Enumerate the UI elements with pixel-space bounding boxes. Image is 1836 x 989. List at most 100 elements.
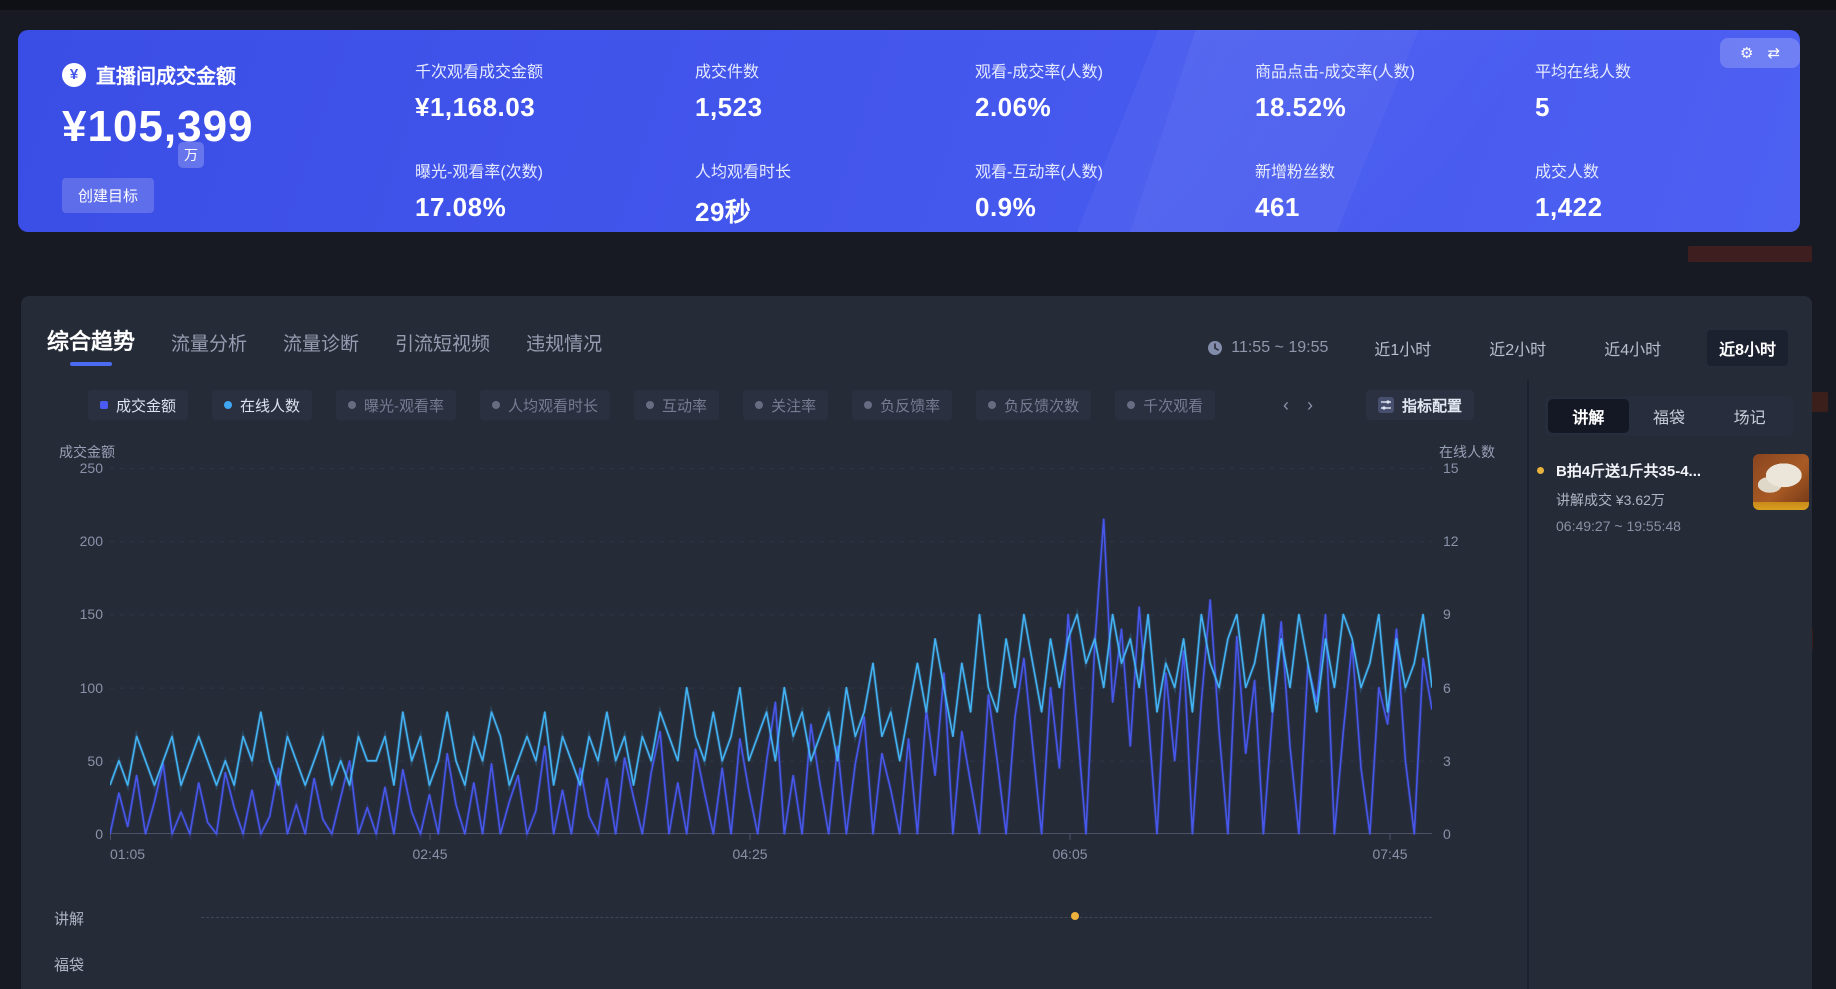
legend-dot: [492, 401, 501, 409]
y-axis-tick: 15: [1443, 460, 1459, 476]
gmv-line-glow: [110, 519, 1432, 841]
chip-avg-watch-time[interactable]: 人均观看时长: [480, 390, 611, 420]
y-axis-tick: 50: [87, 753, 103, 769]
tab-short-video[interactable]: 引流短视频: [395, 329, 490, 366]
event-row-label-lucky-bag: 福袋: [54, 957, 85, 974]
legend-dot: [100, 401, 108, 409]
clock-icon: [1208, 341, 1223, 355]
tab-label: 违规情况: [526, 334, 603, 355]
legend-dot: [864, 401, 873, 409]
y-axis-tick: 0: [1443, 826, 1451, 842]
gear-icon[interactable]: ⚙: [1739, 44, 1754, 62]
chevron-right-icon[interactable]: ›: [1307, 395, 1313, 415]
chip-interaction-rate[interactable]: 互动率: [634, 390, 720, 420]
tab-overall-trend[interactable]: 综合趋势: [47, 324, 135, 366]
online-line: [110, 613, 1432, 787]
chip-label: 互动率: [662, 397, 708, 415]
y-axis-tick: 3: [1443, 753, 1451, 769]
chip-negative-feedback-rate[interactable]: 负反馈率: [852, 390, 953, 420]
legend-dot: [988, 401, 997, 409]
kpi-value: ¥1,168.03: [415, 92, 536, 122]
kpi-label: 观看-成交率(人数): [975, 64, 1103, 81]
kpi-value: 2.06%: [975, 92, 1052, 122]
right-axis-title: 在线人数: [1439, 444, 1495, 460]
time-range-text: 11:55 ~ 19:55: [1231, 339, 1329, 356]
chip-label: 千次观看: [1143, 397, 1204, 415]
chevron-left-icon[interactable]: ‹: [1283, 395, 1289, 415]
legend-dot: [755, 401, 764, 409]
side-tab-explain[interactable]: 讲解: [1548, 399, 1629, 433]
chip-negative-feedback-count[interactable]: 负反馈次数: [976, 390, 1092, 420]
kpi-grid: 千次观看成交金额 ¥1,168.03 曝光-观看率(次数) 17.08% 成交件数 1…: [415, 58, 1800, 232]
kpi-label: 商品点击-成交率(人数): [1255, 64, 1415, 81]
y-axis-tick: 6: [1443, 680, 1451, 696]
x-axis-tick: 07:45: [1372, 846, 1408, 862]
kpi-cell: 成交件数 1,523: [695, 58, 975, 158]
kpi-banner: ¥ 直播间成交金额 ¥105,399 万 创建目标 千次观看成交金额 ¥1,168…: [18, 30, 1800, 232]
kpi-cell: 新增粉丝数 461: [1255, 158, 1535, 232]
create-goal-button[interactable]: 创建目标: [62, 178, 155, 213]
kpi-value: 18.52%: [1255, 92, 1347, 122]
kpi-cell: 观看-互动率(人数) 0.9%: [975, 158, 1255, 232]
kpi-label: 新增粉丝数: [1255, 164, 1336, 181]
tab-label: 流量诊断: [283, 334, 360, 355]
legend-dot: [348, 401, 357, 409]
explain-event-marker[interactable]: [1071, 912, 1080, 920]
range-1h-button[interactable]: 近1小时: [1374, 342, 1432, 359]
kpi-value: 5: [1535, 92, 1550, 122]
chip-label: 成交金额: [116, 397, 177, 415]
y-axis-tick: 0: [95, 826, 103, 842]
side-tab-lucky-bag[interactable]: 福袋: [1653, 410, 1686, 427]
side-panel-tabs: 讲解 福袋 场记: [1545, 396, 1793, 436]
trend-panel: 综合趋势 流量分析 流量诊断 引流短视频 违规情况 11:55 ~ 19:55 …: [21, 296, 1812, 989]
banner-title: 直播间成交金额: [96, 66, 236, 88]
y-axis-tick: 200: [79, 533, 103, 549]
kpi-label: 曝光-观看率(次数): [415, 164, 543, 181]
left-axis-title: 成交金额: [59, 444, 115, 460]
chip-per-thousand-views[interactable]: 千次观看: [1115, 390, 1216, 420]
chip-label: 负反馈率: [880, 397, 941, 415]
chip-label: 人均观看时长: [508, 397, 599, 415]
legend-dot: [1127, 401, 1136, 409]
chip-exposure-view-rate[interactable]: 曝光-观看率: [336, 390, 457, 420]
metric-config-button[interactable]: 指标配置: [1366, 390, 1475, 420]
chip-pager: ‹ ›: [1283, 394, 1313, 416]
swap-icon[interactable]: ⇄: [1767, 44, 1781, 62]
item-bullet-dot: [1537, 467, 1544, 474]
chip-label: 负反馈次数: [1004, 397, 1080, 415]
event-row-label-explain: 讲解: [54, 911, 85, 928]
kpi-label: 成交件数: [695, 64, 760, 81]
y-axis-tick: 100: [79, 680, 103, 696]
event-track: [201, 917, 1432, 918]
tab-traffic-diagnosis[interactable]: 流量诊断: [283, 329, 359, 366]
explain-gmv: 讲解成交 ¥3.62万: [1556, 492, 1665, 508]
y-axis-tick: 150: [79, 606, 103, 622]
kpi-value: 1,523: [695, 92, 763, 122]
chip-online-users[interactable]: 在线人数: [212, 390, 313, 420]
kpi-cell: 千次观看成交金额 ¥1,168.03: [415, 58, 695, 158]
kpi-cell: 成交人数 1,422: [1535, 158, 1800, 232]
side-tab-log[interactable]: 场记: [1733, 410, 1766, 427]
chip-gmv[interactable]: 成交金额: [88, 390, 189, 420]
tab-traffic-analysis[interactable]: 流量分析: [171, 329, 247, 366]
product-title: B拍4斤送1斤共35-4...: [1556, 463, 1702, 480]
config-label: 指标配置: [1402, 397, 1463, 415]
metric-chips: 成交金额 在线人数 曝光-观看率 人均观看时长 互动率 关注率 负反馈率 负反馈…: [88, 390, 1278, 420]
yen-coin-icon: ¥: [62, 62, 86, 87]
kpi-value: 0.9%: [975, 192, 1037, 222]
range-4h-button[interactable]: 近4小时: [1604, 342, 1662, 359]
active-tab-underline: [70, 362, 112, 366]
chip-follow-rate[interactable]: 关注率: [743, 390, 829, 420]
chip-label: 在线人数: [240, 397, 301, 415]
x-axis-tick: 02:45: [412, 846, 448, 862]
chip-label: 关注率: [771, 397, 817, 415]
panel-tabs: 综合趋势 流量分析 流量诊断 引流短视频 违规情况: [47, 324, 602, 366]
kpi-label: 成交人数: [1535, 164, 1600, 181]
legend-dot: [224, 401, 233, 409]
product-thumbnail: [1753, 454, 1809, 510]
range-8h-button[interactable]: 近8小时: [1707, 330, 1788, 366]
page-top-edge: [0, 0, 1836, 10]
tab-violations[interactable]: 违规情况: [526, 329, 602, 366]
x-axis-tick: 01:05: [110, 846, 146, 862]
range-2h-button[interactable]: 近2小时: [1489, 342, 1547, 359]
